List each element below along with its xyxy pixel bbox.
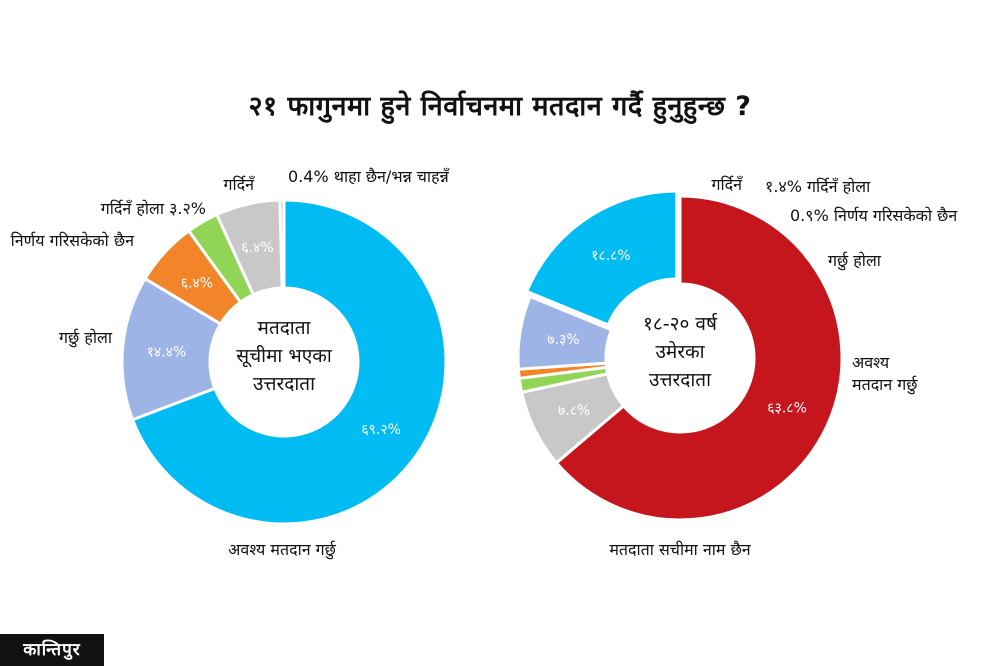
slice-value-label-1-1: ७.८% [558,403,590,419]
slice-value-label-1-5: १८.८% [591,248,631,264]
slice-1-4 [516,294,614,371]
kantipur-logo: कान्तिपुर [0,634,104,666]
center-label-0-0: मतदाता [258,317,312,339]
slice-label-0-5: 0.4% थाहा छैन/भन्न चाहन्नँ [288,167,450,186]
slice-label-0-4: गर्दिनँ [223,175,255,194]
center-label-1-1: उमेरका [655,340,705,363]
slice-label-1-5: अवश्य [852,353,890,372]
slice-value-label-1-4: ७.३% [547,332,579,348]
center-label-0-1: सूचीमा भएका [236,344,333,368]
center-label-1-2: उत्तरदाता [649,369,712,391]
slice-label-0-3: गर्दिनँ होला ३.२% [101,199,206,218]
slice-1-0 [554,194,844,522]
center-label-1-0: १८-२० वर्ष [643,312,718,335]
center-label-0-2: उत्तरदाता [253,373,316,395]
slice-0-5 [278,198,286,290]
slice-label-1-4: गर्छु होला [828,251,882,271]
slice-value-label-0-4: ६.४% [241,240,273,256]
slice-label-1-0: मतदाता सचीमा नाम छैन [609,540,751,559]
slice-value-label-1-0: ६३.८% [767,401,807,417]
slice-label-1-3: 0.९% निर्णय गरिसकेको छैन [790,206,958,225]
slice-0-0 [130,198,448,526]
slice-label-0-0: अवश्य मतदान गर्छु [228,540,337,560]
slice-value-label-0-1: १४.४% [147,345,187,361]
slice-label-0-2: निर्णय गरिसकेको छैन [11,231,135,250]
donut-chart-left: ६९.२% अवश्य मतदान गर्छु १४.४% गर्छु होला ६.४… [11,167,450,560]
slice-value-label-0-0: ६९.२% [361,422,401,438]
slice-label-1-1: गर्दिनँ [711,175,743,194]
slice-label-1-5-line2: मतदान गर्छु [852,375,918,395]
slice-1-5 [524,189,679,327]
slice-label-1-2: १.४% गर्दिनँ होला [765,177,871,196]
slice-label-0-1: गर्छु होला [59,328,113,348]
chart-title: २१ फागुनमा हुने निर्वाचनमा मतदान गर्दै ह… [248,91,752,122]
slice-value-label-0-2: ६.४% [181,275,213,291]
donut-chart-right: ६३.८% मतदाता सचीमा नाम छैन ७.८% गर्दिनँ १.४%… [516,175,958,559]
